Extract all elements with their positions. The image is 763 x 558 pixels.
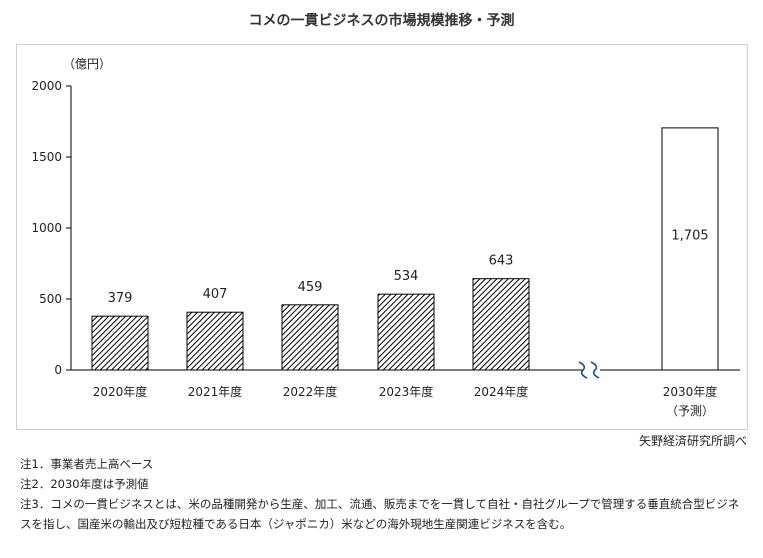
- data-label: 407: [203, 287, 228, 302]
- x-tick-label: 2020年度: [93, 384, 148, 399]
- chart-title: コメの一貫ビジネスの市場規模推移・予測: [248, 13, 515, 29]
- bar-forecast: [661, 127, 719, 371]
- bar: [472, 278, 530, 371]
- data-label: 379: [108, 291, 133, 306]
- bar: [186, 311, 244, 371]
- x-tick-label: 2024年度: [474, 384, 529, 399]
- footnote-3: 注3．コメの一貫ビジネスとは、米の品種開発から生産、加工、流通、販売までを一貫し…: [20, 497, 740, 531]
- y-tick-label: 500: [39, 292, 62, 306]
- bar: [281, 304, 339, 371]
- axis-break-mark: [578, 361, 588, 379]
- y-tick-label: 1000: [31, 221, 62, 235]
- bar: [377, 293, 435, 371]
- x-tick-label: 2030年度: [663, 384, 718, 399]
- data-label: 1,705: [671, 228, 708, 243]
- y-tick-label: 0: [54, 363, 62, 377]
- footnote-1: 注1．事業者売上高ベース: [20, 457, 154, 471]
- data-label: 643: [489, 254, 514, 269]
- x-tick-sublabel: （予測）: [666, 404, 714, 418]
- footnotes: 注1．事業者売上高ベース 注2．2030年度は予測値 注3．コメの一貫ビジネスと…: [20, 454, 750, 534]
- y-tick-label: 2000: [31, 79, 62, 93]
- bar: [91, 315, 149, 371]
- x-tick-label: 2021年度: [188, 384, 243, 399]
- x-tick-label: 2023年度: [379, 384, 434, 399]
- footnote-2: 注2．2030年度は予測値: [20, 477, 149, 491]
- y-axis-unit-label: （億円）: [63, 57, 111, 71]
- x-tick-label: 2022年度: [283, 384, 338, 399]
- y-tick-label: 1500: [31, 150, 62, 164]
- data-label: 459: [298, 280, 323, 295]
- bar-chart: 0 500 1000 1500 2000（億円） 379 2020年度 407 2021年度 45…: [31, 57, 740, 418]
- plot-frame: [16, 44, 748, 430]
- source-credit: 矢野経済研究所調べ: [638, 434, 747, 448]
- axis-break-mark: [590, 361, 600, 379]
- data-label: 534: [394, 269, 419, 284]
